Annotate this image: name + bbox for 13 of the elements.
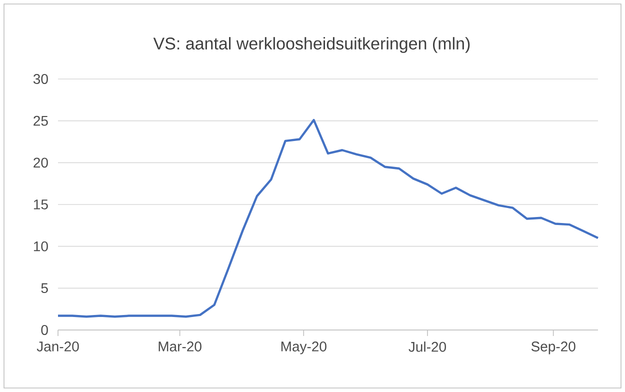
x-tick-label: Mar-20 [158,342,202,352]
y-tick-label: 25 [34,116,48,126]
y-tick-label: 20 [34,158,48,168]
chart-title: VS: aantal werkloosheidsuitkeringen (mln) [153,37,470,53]
y-tick-label: 15 [34,200,48,210]
y-tick-label: 0 [41,325,48,335]
y-tick-label: 5 [41,283,48,294]
y-tick-label: 30 [33,74,48,84]
x-tick-label: May-20 [281,342,326,354]
x-tick-label: Jul-20 [408,342,446,352]
x-tick-label: Jan-20 [36,342,79,352]
x-tick-label: Sep-20 [531,342,576,354]
y-tick-label: 10 [34,241,48,252]
